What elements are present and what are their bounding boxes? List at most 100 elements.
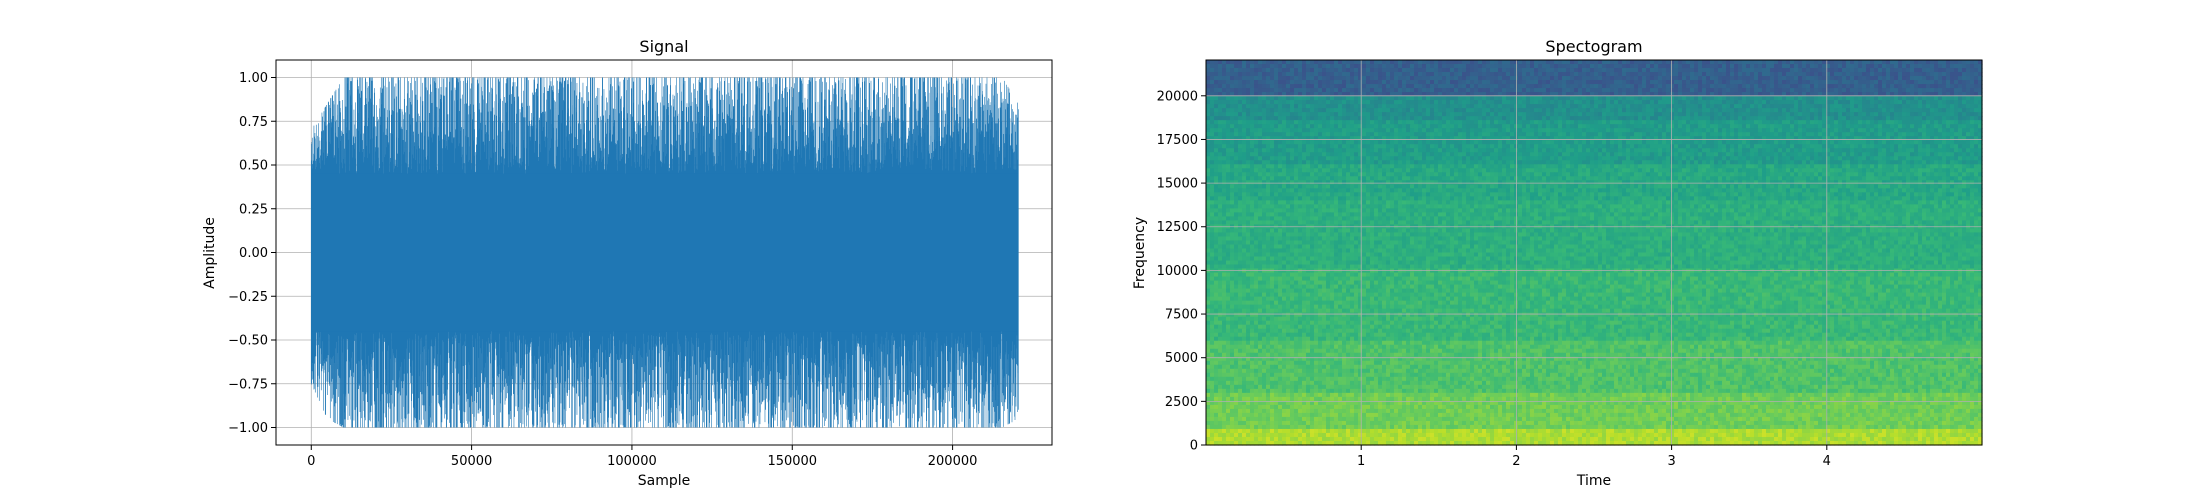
spectrogram-cell (1538, 124, 1543, 129)
spectrogram-cell (1938, 68, 1943, 73)
spectrogram-cell (1318, 92, 1323, 97)
spectrogram-cell (1242, 132, 1247, 137)
spectrogram-cell (1230, 92, 1235, 97)
spectrogram-cell (1338, 156, 1343, 161)
spectrogram-cell (1366, 124, 1371, 129)
spectrogram-cell (1462, 64, 1467, 69)
spectrogram-cell (1734, 76, 1739, 81)
spectrogram-cell (1274, 156, 1279, 161)
spectrogram-cell (1378, 84, 1383, 89)
spectrogram-cell (1754, 96, 1759, 101)
spectrogram-cell (1958, 80, 1963, 85)
spectrogram-cell (1246, 60, 1251, 65)
spectrogram-cell (1562, 136, 1567, 141)
spectrogram-cell (1566, 152, 1571, 157)
spectrogram-cell (1526, 88, 1531, 93)
spectrogram-cell (1810, 140, 1815, 145)
spectrogram-cell (1814, 76, 1819, 81)
spectrogram-cell (1730, 112, 1735, 117)
spectrogram-cell (1650, 112, 1655, 117)
spectrogram-cell (1598, 148, 1603, 153)
spectrogram-cell (1758, 148, 1763, 153)
spectrogram-cell (1634, 140, 1639, 145)
spectrogram-cell (1314, 64, 1319, 69)
spectrogram-cell (1598, 156, 1603, 161)
spectrogram-cell (1670, 116, 1675, 121)
spectrogram-cell (1526, 148, 1531, 153)
spectrogram-cell (1918, 148, 1923, 153)
spectrogram-cell (1534, 128, 1539, 133)
spectrogram-cell (1842, 140, 1847, 145)
spectrogram-cell (1282, 144, 1287, 149)
spectrogram-cell (1418, 124, 1423, 129)
spectrogram-cell (1230, 116, 1235, 121)
spectrogram-cell (1298, 160, 1303, 165)
spectrogram-cell (1414, 100, 1419, 105)
spectrogram-cell (1350, 156, 1355, 161)
spectrogram-cell (1658, 108, 1663, 113)
spectrogram-cell (1402, 148, 1407, 153)
spectrogram-cell (1814, 148, 1819, 153)
spectrogram-cell (1834, 136, 1839, 141)
spectrogram-cell (1738, 96, 1743, 101)
spectrogram-cell (1614, 84, 1619, 89)
spectrogram-cell (1714, 112, 1719, 117)
spectrogram-cell (1566, 104, 1571, 109)
spectrogram-cell (1402, 112, 1407, 117)
spectrogram-cell (1230, 160, 1235, 165)
spectrogram-cell (1742, 104, 1747, 109)
spectrogram-cell (1802, 120, 1807, 125)
spectrogram-cell (1394, 116, 1399, 121)
spectrogram-cell (1838, 108, 1843, 113)
spectrogram-cell (1466, 68, 1471, 73)
spectrogram-cell (1882, 104, 1887, 109)
spectrogram-cell (1422, 140, 1427, 145)
spectrogram-cell (1550, 108, 1555, 113)
spectrogram-cell (1870, 124, 1875, 129)
spectrogram-cell (1206, 124, 1211, 129)
spectrogram-cell (1286, 104, 1291, 109)
spectrogram-cell (1870, 72, 1875, 77)
spectrogram-cell (1626, 120, 1631, 125)
spectrogram-cell (1274, 88, 1279, 93)
spectrogram-cell (1546, 92, 1551, 97)
spectrogram-cell (1946, 124, 1951, 129)
spectrogram-cell (1614, 104, 1619, 109)
spectrogram-cell (1610, 124, 1615, 129)
spectrogram-cell (1278, 96, 1283, 101)
spectrogram-cell (1490, 72, 1495, 77)
spectrogram-cell (1338, 84, 1343, 89)
spectrogram-cell (1362, 140, 1367, 145)
spectrogram-cell (1258, 140, 1263, 145)
spectrogram-cell (1874, 140, 1879, 145)
spectrogram-cell (1270, 84, 1275, 89)
spectrogram-cell (1742, 156, 1747, 161)
spectrogram-cell (1974, 116, 1979, 121)
spectrogram-cell (1802, 60, 1807, 65)
spectrogram-cell (1522, 132, 1527, 137)
spectrogram-cell (1890, 128, 1895, 133)
spectrogram-cell (1590, 64, 1595, 69)
spectrogram-cell (1530, 112, 1535, 117)
spectrogram-cell (1666, 148, 1671, 153)
spectrogram-cell (1918, 68, 1923, 73)
spectrogram-cell (1270, 100, 1275, 105)
spectrogram-cell (1826, 88, 1831, 93)
spectrogram-cell (1314, 156, 1319, 161)
spectrogram-cell (1470, 72, 1475, 77)
spectrogram-cell (1886, 108, 1891, 113)
spectrogram-cell (1262, 88, 1267, 93)
spectrogram-cell (1506, 148, 1511, 153)
spectrogram-cell (1606, 152, 1611, 157)
spectrogram-cell (1830, 104, 1835, 109)
spectrogram-cell (1538, 92, 1543, 97)
spectrogram-cell (1650, 132, 1655, 137)
spectrogram-cell (1970, 100, 1975, 105)
spectrogram-cell (1722, 152, 1727, 157)
spectrogram-cell (1290, 64, 1295, 69)
spectrogram-cell (1906, 92, 1911, 97)
spectrogram-cell (1722, 132, 1727, 137)
spectrogram-cell (1950, 68, 1955, 73)
spectrogram-cell (1730, 136, 1735, 141)
spectrogram-cell (1854, 108, 1859, 113)
